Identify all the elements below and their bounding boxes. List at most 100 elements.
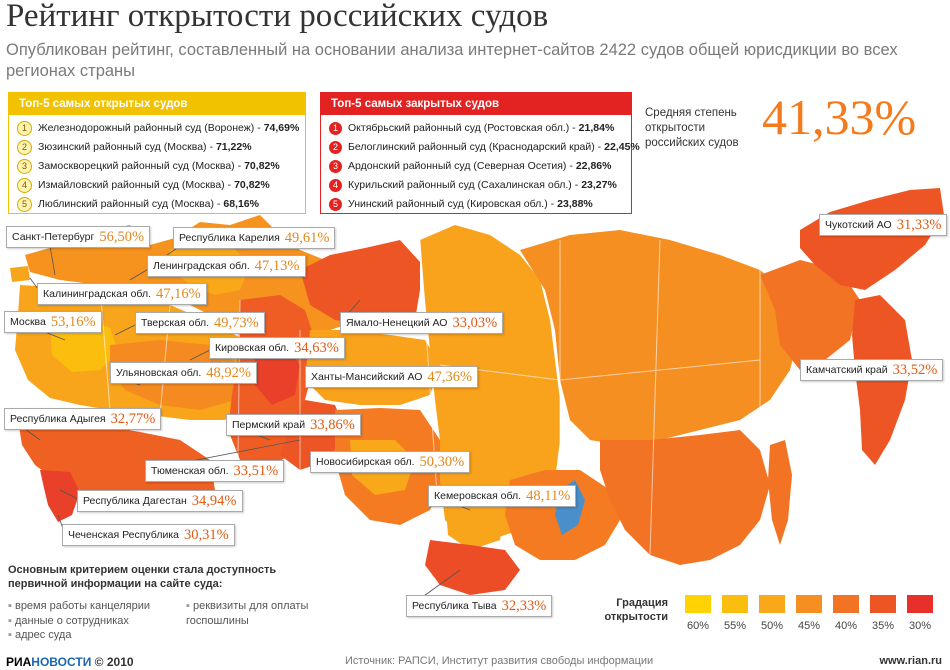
court-value: 70,82% <box>234 179 270 191</box>
list-item: 1 Октябрьский районный суд (Ростовская об… <box>329 119 625 138</box>
region-value: 49,61% <box>284 229 330 246</box>
map-yakutia <box>520 230 800 445</box>
legend-label: 45% <box>797 620 821 632</box>
legend-label: 60% <box>686 620 710 632</box>
rank-badge: 3 <box>329 160 342 173</box>
criteria-item: реквизиты для оплаты госпошлины <box>186 599 336 628</box>
region-name: Ханты-Мансийский АО <box>311 371 423 383</box>
court-name: Люблинский районный суд (Москва) - <box>38 198 221 210</box>
region-label: Тюменская обл. 33,51% <box>145 460 285 482</box>
legend-title: Градация открытости <box>604 597 668 623</box>
ria-logo: РИАНОВОСТИ © 2010 <box>6 655 134 669</box>
region-value: 34,63% <box>294 339 339 356</box>
region-value: 48,92% <box>206 364 252 381</box>
map-caucasus <box>40 470 80 522</box>
region-value: 56,50% <box>99 228 145 245</box>
legend-swatch <box>685 595 711 613</box>
region-label: Камчатский край 33,52% <box>800 359 944 381</box>
criteria-heading: Основным критерием оценки стала доступно… <box>8 564 277 590</box>
court-name: Октябрьский районный суд (Ростовская обл… <box>348 122 576 134</box>
list-item: 2 Зюзинский районный суд (Москва) -71,22% <box>17 138 299 157</box>
region-name: Чеченская Республика <box>68 529 179 541</box>
court-name: Замоскворецкий районный суд (Москва) - <box>38 160 242 172</box>
rank-badge: 2 <box>17 140 32 155</box>
rank-badge: 1 <box>17 121 32 136</box>
court-name: Измайловский районный суд (Москва) - <box>38 179 232 191</box>
legend-label: 35% <box>871 620 895 632</box>
page-subtitle: Опубликован рейтинг, составленный на осн… <box>6 41 898 80</box>
region-name: Чукотский АО <box>825 219 892 231</box>
region-value: 32,33% <box>501 597 547 614</box>
bottom5-header: Топ-5 самых закрытых судов <box>321 93 631 115</box>
legend-swatch <box>722 595 748 613</box>
region-label: Республика Адыгея 32,77% <box>4 408 162 430</box>
site-link[interactable]: www.rian.ru <box>879 655 942 667</box>
court-name: Унинский районный суд (Кировская обл.) - <box>348 198 555 210</box>
court-name: Курильский районный суд (Сахалинская обл… <box>348 179 579 191</box>
region-label: Чеченская Республика 30,31% <box>62 524 235 546</box>
criteria-item: время работы канцелярии <box>8 599 150 614</box>
region-name: Ленинградская обл. <box>153 260 250 272</box>
court-value: 23,27% <box>581 179 617 191</box>
region-name: Камчатский край <box>806 364 888 376</box>
region-label: Чукотский АО 31,33% <box>819 214 948 236</box>
court-name: Ардонский районный суд (Северная Осетия)… <box>348 160 573 172</box>
average-label: Средняя степень открытости российских су… <box>645 107 739 149</box>
court-value: 71,22% <box>215 141 252 153</box>
region-name: Ульяновская обл. <box>116 367 202 379</box>
court-value: 21,84% <box>578 122 615 134</box>
legend-swatch <box>870 595 896 613</box>
region-value: 47,16% <box>156 285 201 302</box>
region-label: Тверская обл. 49,73% <box>135 312 265 334</box>
legend-swatch <box>833 595 859 613</box>
list-item: 2 Белоглинский районный суд (Краснодарски… <box>329 138 640 157</box>
region-value: 31,33% <box>896 216 942 233</box>
region-name: Калининградская обл. <box>43 288 151 300</box>
criteria-item: адрес суда <box>8 628 150 643</box>
region-name: Республика Адыгея <box>10 413 106 425</box>
court-name: Железнодорожный районный суд (Воронеж) - <box>38 122 261 134</box>
rank-badge: 5 <box>17 197 32 212</box>
rank-badge: 4 <box>329 179 342 192</box>
court-value: 22,45% <box>604 141 640 153</box>
region-name: Тюменская обл. <box>151 465 229 477</box>
court-value: 74,69% <box>263 122 300 134</box>
map-tyva <box>425 540 520 595</box>
region-name: Кемеровская обл. <box>434 490 522 502</box>
court-value: 22,86% <box>575 160 612 172</box>
region-value: 32,77% <box>110 410 156 427</box>
map-magadan <box>760 260 860 370</box>
court-value: 70,82% <box>244 160 280 172</box>
legend-swatch <box>796 595 822 613</box>
region-label: Кировская обл. 34,63% <box>209 337 345 359</box>
rank-badge: 5 <box>329 198 342 211</box>
criteria-list-right: реквизиты для оплаты госпошлины <box>186 599 336 628</box>
region-label: Калининградская обл. 47,16% <box>37 283 207 305</box>
legend-label: 50% <box>760 620 784 632</box>
top5-header: Топ-5 самых открытых судов <box>9 93 305 115</box>
region-name: Москва <box>10 316 46 328</box>
region-label: Республика Тыва 32,33% <box>406 595 553 617</box>
region-value: 33,03% <box>452 314 498 331</box>
legend-swatch <box>759 595 785 613</box>
list-item: 5 Унинский районный суд (Кировская обл.) … <box>329 195 625 214</box>
map-sakhalin <box>768 440 792 545</box>
region-value: 47,13% <box>254 257 300 274</box>
average-value: 41,33% <box>762 89 917 145</box>
region-value: 33,51% <box>233 462 279 479</box>
map-kaliningrad <box>10 266 30 282</box>
map-chukotka <box>800 188 944 290</box>
region-name: Республика Дагестан <box>83 495 187 507</box>
region-name: Пермский край <box>232 419 306 431</box>
legend-label: 55% <box>723 620 747 632</box>
court-value: 23,88% <box>557 198 593 210</box>
court-name: Зюзинский районный суд (Москва) - <box>38 141 213 153</box>
criteria-block: Основным критерием оценки стала доступно… <box>8 563 308 591</box>
map-perm <box>255 345 300 405</box>
map-kemerovo <box>445 495 505 550</box>
logo-novosti: НОВОСТИ <box>31 655 92 669</box>
region-value: 30,31% <box>184 526 229 543</box>
region-label: Санкт-Петербург 56,50% <box>6 226 151 248</box>
region-label: Новосибирская обл. 50,30% <box>310 451 471 473</box>
source-note: Источник: РАПСИ, Институт развития свобо… <box>345 655 654 667</box>
